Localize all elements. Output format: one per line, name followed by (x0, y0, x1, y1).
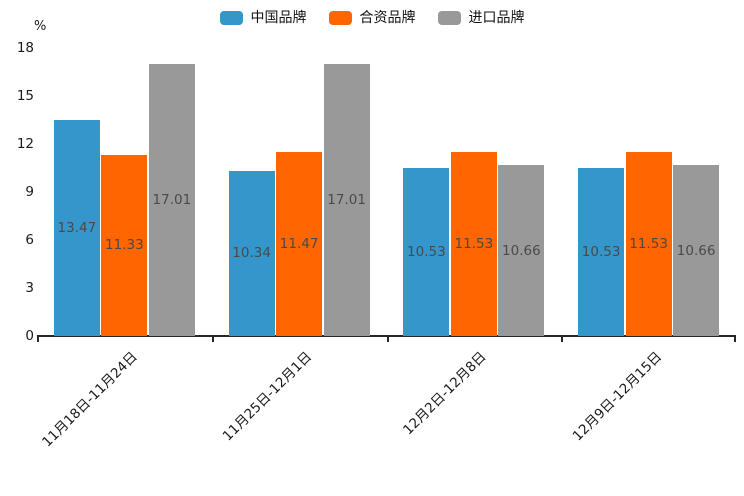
legend-label: 合资品牌 (359, 10, 416, 26)
bar-value-label: 17.01 (152, 191, 192, 208)
y-tick-label: 9 (25, 184, 34, 200)
x-axis-tick (387, 337, 389, 342)
x-tick-label: 11月18日-11月24日 (38, 348, 141, 451)
bar-value-label: 10.53 (581, 243, 621, 260)
bar-value-label: 10.66 (676, 242, 716, 259)
bar-合资品牌-12月9日-12月15日 (625, 151, 672, 336)
import-brand-swatch-icon (437, 11, 461, 25)
bar-value-label: 13.47 (57, 220, 97, 237)
legend-label: 进口品牌 (468, 10, 525, 26)
bar-进口品牌-11月25日-12月1日 (323, 63, 370, 336)
bar-value-label: 10.66 (502, 242, 541, 259)
bar-中国品牌-11月25日-12月1日 (228, 170, 275, 336)
y-tick-label: 18 (16, 40, 34, 56)
y-tick-label: 15 (16, 88, 34, 104)
x-tick-label: 12月2日-12月8日 (400, 348, 491, 439)
legend: 中国品牌 合资品牌 进口品牌 (0, 8, 744, 28)
y-tick-label: 0 (25, 328, 34, 344)
bar-合资品牌-12月2日-12月8日 (450, 151, 497, 336)
x-axis-tick (734, 337, 736, 342)
bar-value-label: 11.33 (105, 237, 144, 254)
legend-item-import-brand: 进口品牌 (437, 10, 525, 26)
x-tick-label: 12月9日-12月15日 (569, 348, 665, 445)
bar-value-label: 11.53 (454, 235, 494, 252)
legend-item-china-brand: 中国品牌 (219, 10, 307, 26)
bar-中国品牌-11月18日-11月24日 (53, 120, 100, 336)
bar-中国品牌-12月2日-12月8日 (403, 167, 450, 336)
x-tick-label: 11月25日-12月1日 (219, 348, 316, 445)
bar-进口品牌-12月9日-12月15日 (673, 165, 720, 336)
bar-value-label: 17.01 (327, 191, 366, 208)
bar-value-label: 10.34 (232, 245, 271, 262)
china-brand-swatch-icon (219, 11, 243, 25)
x-axis-tick (37, 337, 39, 342)
x-axis-tick (561, 337, 563, 342)
bar-进口品牌-11月18日-11月24日 (148, 63, 195, 336)
y-tick-label: 6 (25, 232, 34, 248)
bar-合资品牌-11月25日-12月1日 (276, 152, 323, 336)
y-tick-label: 3 (25, 280, 34, 296)
y-tick-label: 12 (16, 136, 34, 152)
bar-value-label: 11.47 (279, 236, 319, 253)
bar-中国品牌-12月9日-12月15日 (578, 167, 625, 336)
legend-label: 中国品牌 (250, 10, 307, 26)
bar-合资品牌-11月18日-11月24日 (101, 154, 148, 336)
x-axis-tick (212, 337, 214, 342)
y-axis-unit-label: % (34, 19, 47, 34)
bar-进口品牌-12月2日-12月8日 (498, 165, 545, 336)
bar-value-label: 10.53 (407, 243, 446, 260)
legend-item-joint-venture-brand: 合资品牌 (328, 10, 416, 26)
joint-venture-brand-swatch-icon (328, 11, 352, 25)
x-axis-line (37, 335, 736, 337)
bar-value-label: 11.53 (629, 235, 668, 252)
